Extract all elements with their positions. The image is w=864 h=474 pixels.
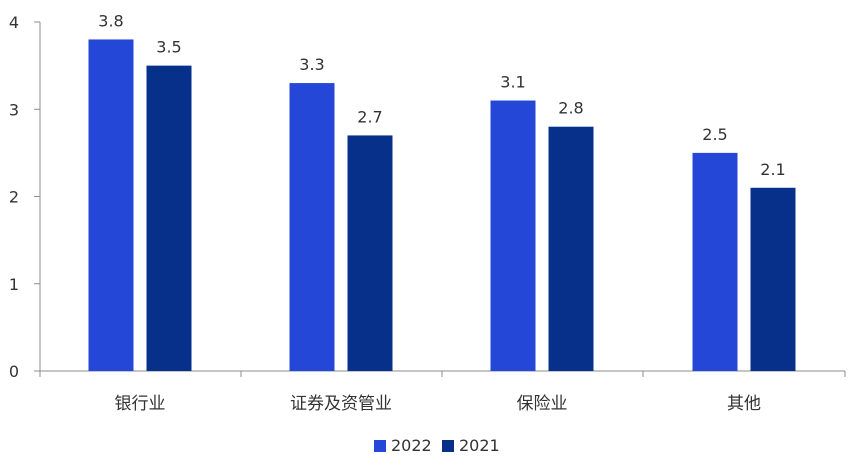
legend-label: 2021: [459, 436, 500, 455]
data-label: 2.8: [558, 99, 583, 118]
bar-2021-2: [548, 126, 594, 371]
bar-2021-0: [146, 65, 192, 371]
data-labels: 3.8 3.3 3.1 2.5 3.5 2.7 2.8 2.1: [98, 11, 785, 178]
bars: [88, 39, 796, 372]
x-category-label: 银行业: [115, 394, 166, 414]
data-label: 3.8: [98, 11, 123, 30]
data-label: 3.3: [299, 55, 324, 74]
data-label: 2.5: [702, 125, 727, 144]
bar-2022-1: [289, 83, 335, 371]
x-axis: 银行业 证券及资管业 保险业 其他: [39, 370, 846, 414]
y-tick-label: 0: [9, 362, 19, 381]
data-label: 3.1: [500, 73, 525, 92]
y-tick-label: 2: [9, 188, 19, 207]
x-category-label: 其他: [727, 394, 761, 414]
legend-swatch-2022: [374, 440, 386, 452]
y-tick-label: 3: [9, 100, 19, 119]
legend-swatch-2021: [442, 440, 454, 452]
bar-2022-2: [490, 100, 536, 372]
bar-2022-0: [88, 39, 134, 371]
data-label: 2.7: [357, 107, 382, 126]
y-axis: 0 1 2 3 4: [9, 13, 41, 381]
x-category-label: 保险业: [517, 394, 568, 414]
legend: 2022 2021: [374, 436, 500, 455]
legend-label: 2022: [391, 436, 432, 455]
y-tick-label: 4: [9, 13, 19, 32]
bar-2021-3: [750, 187, 796, 371]
bar-2021-1: [347, 135, 393, 371]
bar-2022-3: [692, 152, 738, 371]
y-tick-label: 1: [9, 275, 19, 294]
data-label: 3.5: [156, 38, 181, 57]
data-label: 2.1: [760, 160, 785, 179]
x-category-label: 证券及资管业: [290, 394, 392, 414]
